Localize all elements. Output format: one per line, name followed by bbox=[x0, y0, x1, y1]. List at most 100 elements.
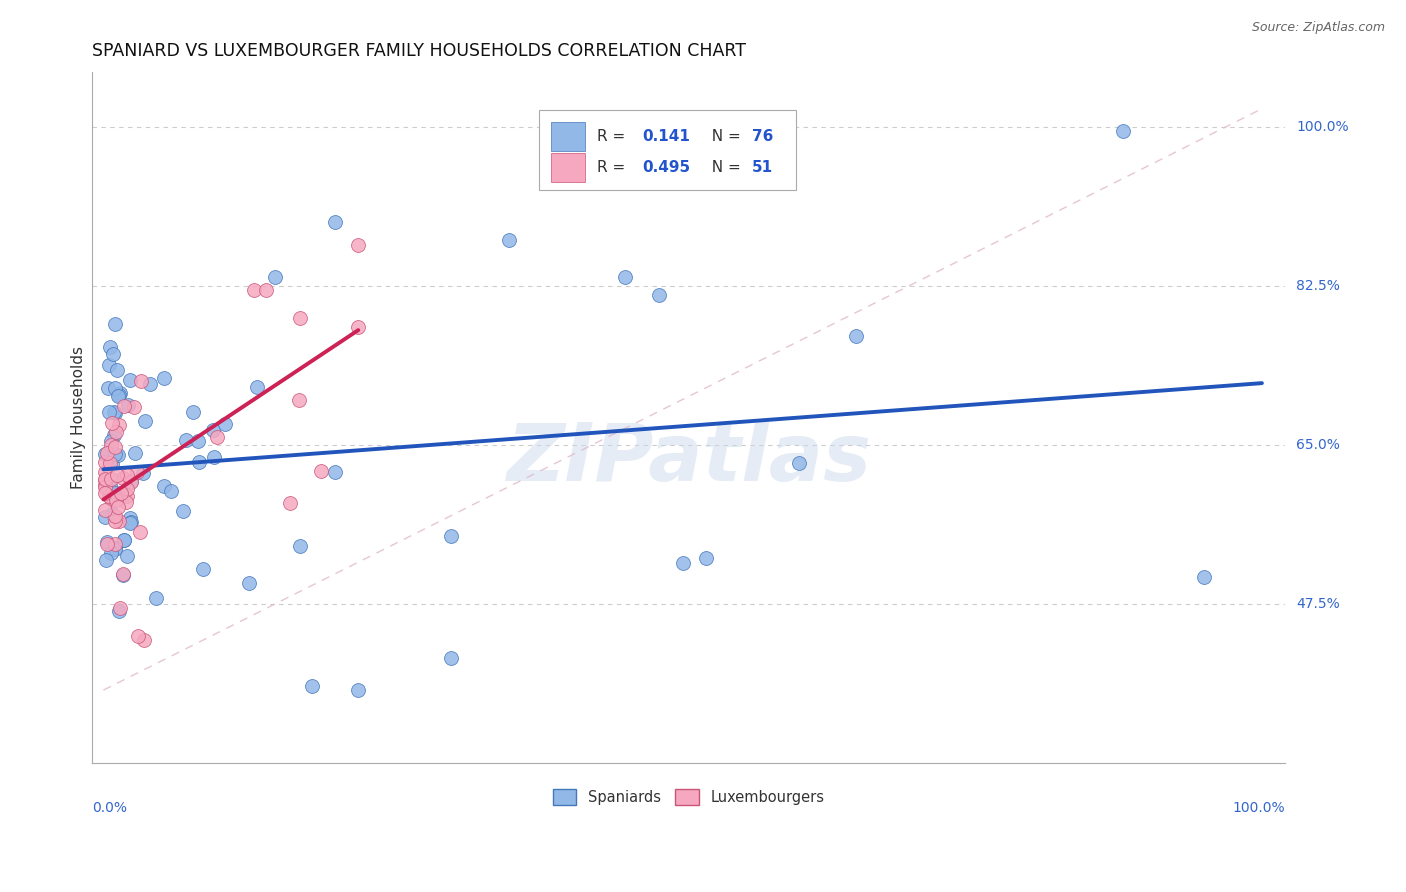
Point bbox=[145, 591, 167, 606]
Point bbox=[672, 556, 695, 570]
Point bbox=[103, 485, 125, 500]
Point bbox=[104, 318, 127, 332]
Text: N =: N = bbox=[702, 161, 745, 175]
Point bbox=[125, 465, 148, 479]
Point bbox=[103, 440, 125, 454]
Point bbox=[104, 537, 127, 551]
Point bbox=[181, 405, 204, 419]
Point bbox=[104, 381, 127, 395]
Point bbox=[845, 329, 868, 343]
Point bbox=[309, 464, 332, 478]
Text: 0.141: 0.141 bbox=[643, 129, 690, 145]
Point bbox=[100, 341, 122, 355]
Point bbox=[108, 604, 131, 618]
Point bbox=[188, 455, 211, 469]
Text: 82.5%: 82.5% bbox=[1296, 279, 1340, 293]
Text: ZIPatlas: ZIPatlas bbox=[506, 420, 870, 498]
Point bbox=[205, 430, 228, 444]
Point bbox=[263, 270, 285, 285]
Point bbox=[347, 238, 370, 252]
Point bbox=[129, 374, 152, 388]
Point bbox=[110, 486, 132, 500]
Point bbox=[93, 473, 115, 487]
Point bbox=[94, 553, 117, 567]
Point bbox=[93, 472, 115, 486]
Point bbox=[278, 496, 301, 510]
Point bbox=[254, 284, 277, 298]
Text: R =: R = bbox=[596, 129, 630, 145]
Point bbox=[159, 484, 181, 499]
Text: 0.0%: 0.0% bbox=[91, 801, 127, 814]
Point bbox=[243, 284, 266, 298]
Point bbox=[139, 376, 162, 391]
Point bbox=[94, 465, 117, 479]
Point bbox=[93, 477, 115, 491]
Point bbox=[323, 215, 346, 229]
Point bbox=[104, 447, 127, 461]
Y-axis label: Family Households: Family Households bbox=[72, 346, 86, 489]
Point bbox=[107, 514, 129, 528]
Point bbox=[103, 405, 125, 419]
Point bbox=[112, 486, 135, 500]
Point bbox=[111, 566, 134, 581]
Point bbox=[174, 433, 197, 447]
Point bbox=[100, 438, 122, 452]
Point bbox=[108, 601, 131, 615]
Point bbox=[105, 363, 128, 377]
Point bbox=[117, 482, 139, 496]
Point bbox=[108, 386, 131, 401]
Point bbox=[246, 379, 269, 393]
Point bbox=[101, 416, 124, 430]
Point bbox=[104, 542, 127, 557]
Text: 76: 76 bbox=[752, 129, 773, 145]
Text: 65.0%: 65.0% bbox=[1296, 438, 1340, 452]
Point bbox=[100, 546, 122, 560]
Point bbox=[132, 466, 155, 480]
Point bbox=[695, 551, 717, 566]
Point bbox=[787, 456, 810, 470]
Point bbox=[290, 539, 312, 553]
Point bbox=[120, 475, 142, 489]
Point bbox=[152, 478, 174, 492]
Text: 100.0%: 100.0% bbox=[1296, 120, 1348, 134]
Point bbox=[134, 413, 156, 427]
Text: N =: N = bbox=[702, 129, 745, 145]
Point bbox=[115, 495, 138, 509]
Point bbox=[104, 514, 127, 528]
Point bbox=[101, 346, 124, 360]
Point bbox=[94, 510, 117, 524]
Point bbox=[120, 373, 142, 387]
Point bbox=[97, 358, 120, 372]
Point bbox=[97, 405, 120, 419]
Point bbox=[117, 398, 139, 412]
Point bbox=[128, 524, 150, 539]
Point bbox=[94, 485, 117, 500]
Point bbox=[100, 434, 122, 448]
Point bbox=[93, 503, 115, 517]
Point bbox=[440, 651, 463, 665]
FancyBboxPatch shape bbox=[540, 111, 796, 190]
Text: 100.0%: 100.0% bbox=[1233, 801, 1285, 814]
Point bbox=[104, 405, 127, 419]
Point bbox=[98, 489, 121, 503]
Point bbox=[104, 425, 127, 440]
Point bbox=[498, 234, 520, 248]
Point bbox=[347, 319, 370, 334]
Point bbox=[104, 541, 127, 556]
Point bbox=[115, 489, 138, 503]
Point bbox=[100, 482, 122, 496]
Point bbox=[288, 392, 311, 407]
Text: 0.495: 0.495 bbox=[643, 161, 690, 175]
Point bbox=[290, 310, 312, 325]
Point bbox=[107, 389, 129, 403]
Point bbox=[107, 500, 129, 515]
Point bbox=[107, 468, 129, 483]
Point bbox=[301, 679, 323, 693]
Point bbox=[94, 479, 117, 493]
Point bbox=[97, 381, 120, 395]
Point bbox=[120, 515, 142, 529]
Bar bbox=[551, 153, 585, 182]
Text: 51: 51 bbox=[752, 161, 773, 175]
Point bbox=[100, 492, 122, 507]
Point bbox=[111, 471, 134, 485]
